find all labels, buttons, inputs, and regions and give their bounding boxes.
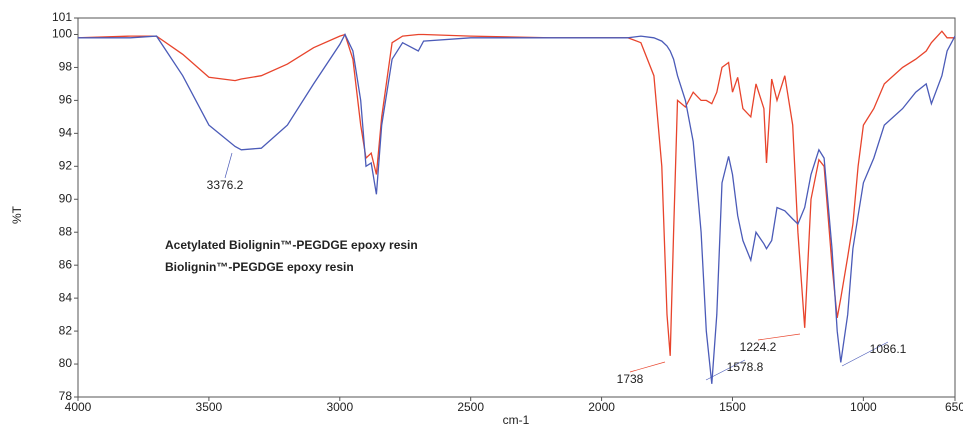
y-tick-label: 84 xyxy=(59,290,73,304)
y-tick-label: 98 xyxy=(59,60,73,74)
y-tick-label: 92 xyxy=(59,158,73,172)
x-tick-label: 4000 xyxy=(65,400,92,414)
annotation: 1738 xyxy=(617,372,644,386)
annotation-leader xyxy=(705,359,746,381)
y-tick-label: 101 xyxy=(52,10,72,24)
plot-frame xyxy=(77,17,956,398)
y-tick-label: 80 xyxy=(59,356,73,370)
annotation-leader xyxy=(757,333,801,341)
legend-entry: Biolignin™-PEGDGE epoxy resin xyxy=(165,260,354,274)
x-tick-label: 1500 xyxy=(719,400,746,414)
x-axis-label: cm-1 xyxy=(503,413,530,427)
annotation: 1086.1 xyxy=(870,342,907,356)
y-tick-label: 94 xyxy=(59,126,73,140)
annotation-leader xyxy=(224,152,233,179)
annotation: 1224.2 xyxy=(740,340,777,354)
x-tick-label: 3500 xyxy=(196,400,223,414)
series-line xyxy=(78,33,956,384)
x-tick-label: 2000 xyxy=(588,400,615,414)
y-axis-label: %T xyxy=(10,205,24,224)
y-tick-label: 88 xyxy=(59,224,73,238)
legend-entry: Acetylated Biolignin™-PEGDGE epoxy resin xyxy=(165,238,418,252)
x-tick-label: 1000 xyxy=(850,400,877,414)
y-tick-label: 100 xyxy=(52,27,72,41)
annotation-leader xyxy=(841,341,889,367)
x-tick-label: 3000 xyxy=(326,400,353,414)
annotation-leader xyxy=(629,361,666,373)
y-tick-label: 96 xyxy=(59,93,73,107)
y-tick-label: 90 xyxy=(59,191,73,205)
x-tick-label: 650 xyxy=(945,400,963,414)
annotation: 3376.2 xyxy=(207,178,244,192)
annotation: 1578.8 xyxy=(727,360,764,374)
y-tick-label: 82 xyxy=(59,323,73,337)
x-tick-label: 2500 xyxy=(457,400,484,414)
series-line xyxy=(77,30,955,356)
y-tick-label: 86 xyxy=(59,257,73,271)
y-tick-label: 78 xyxy=(59,389,73,403)
